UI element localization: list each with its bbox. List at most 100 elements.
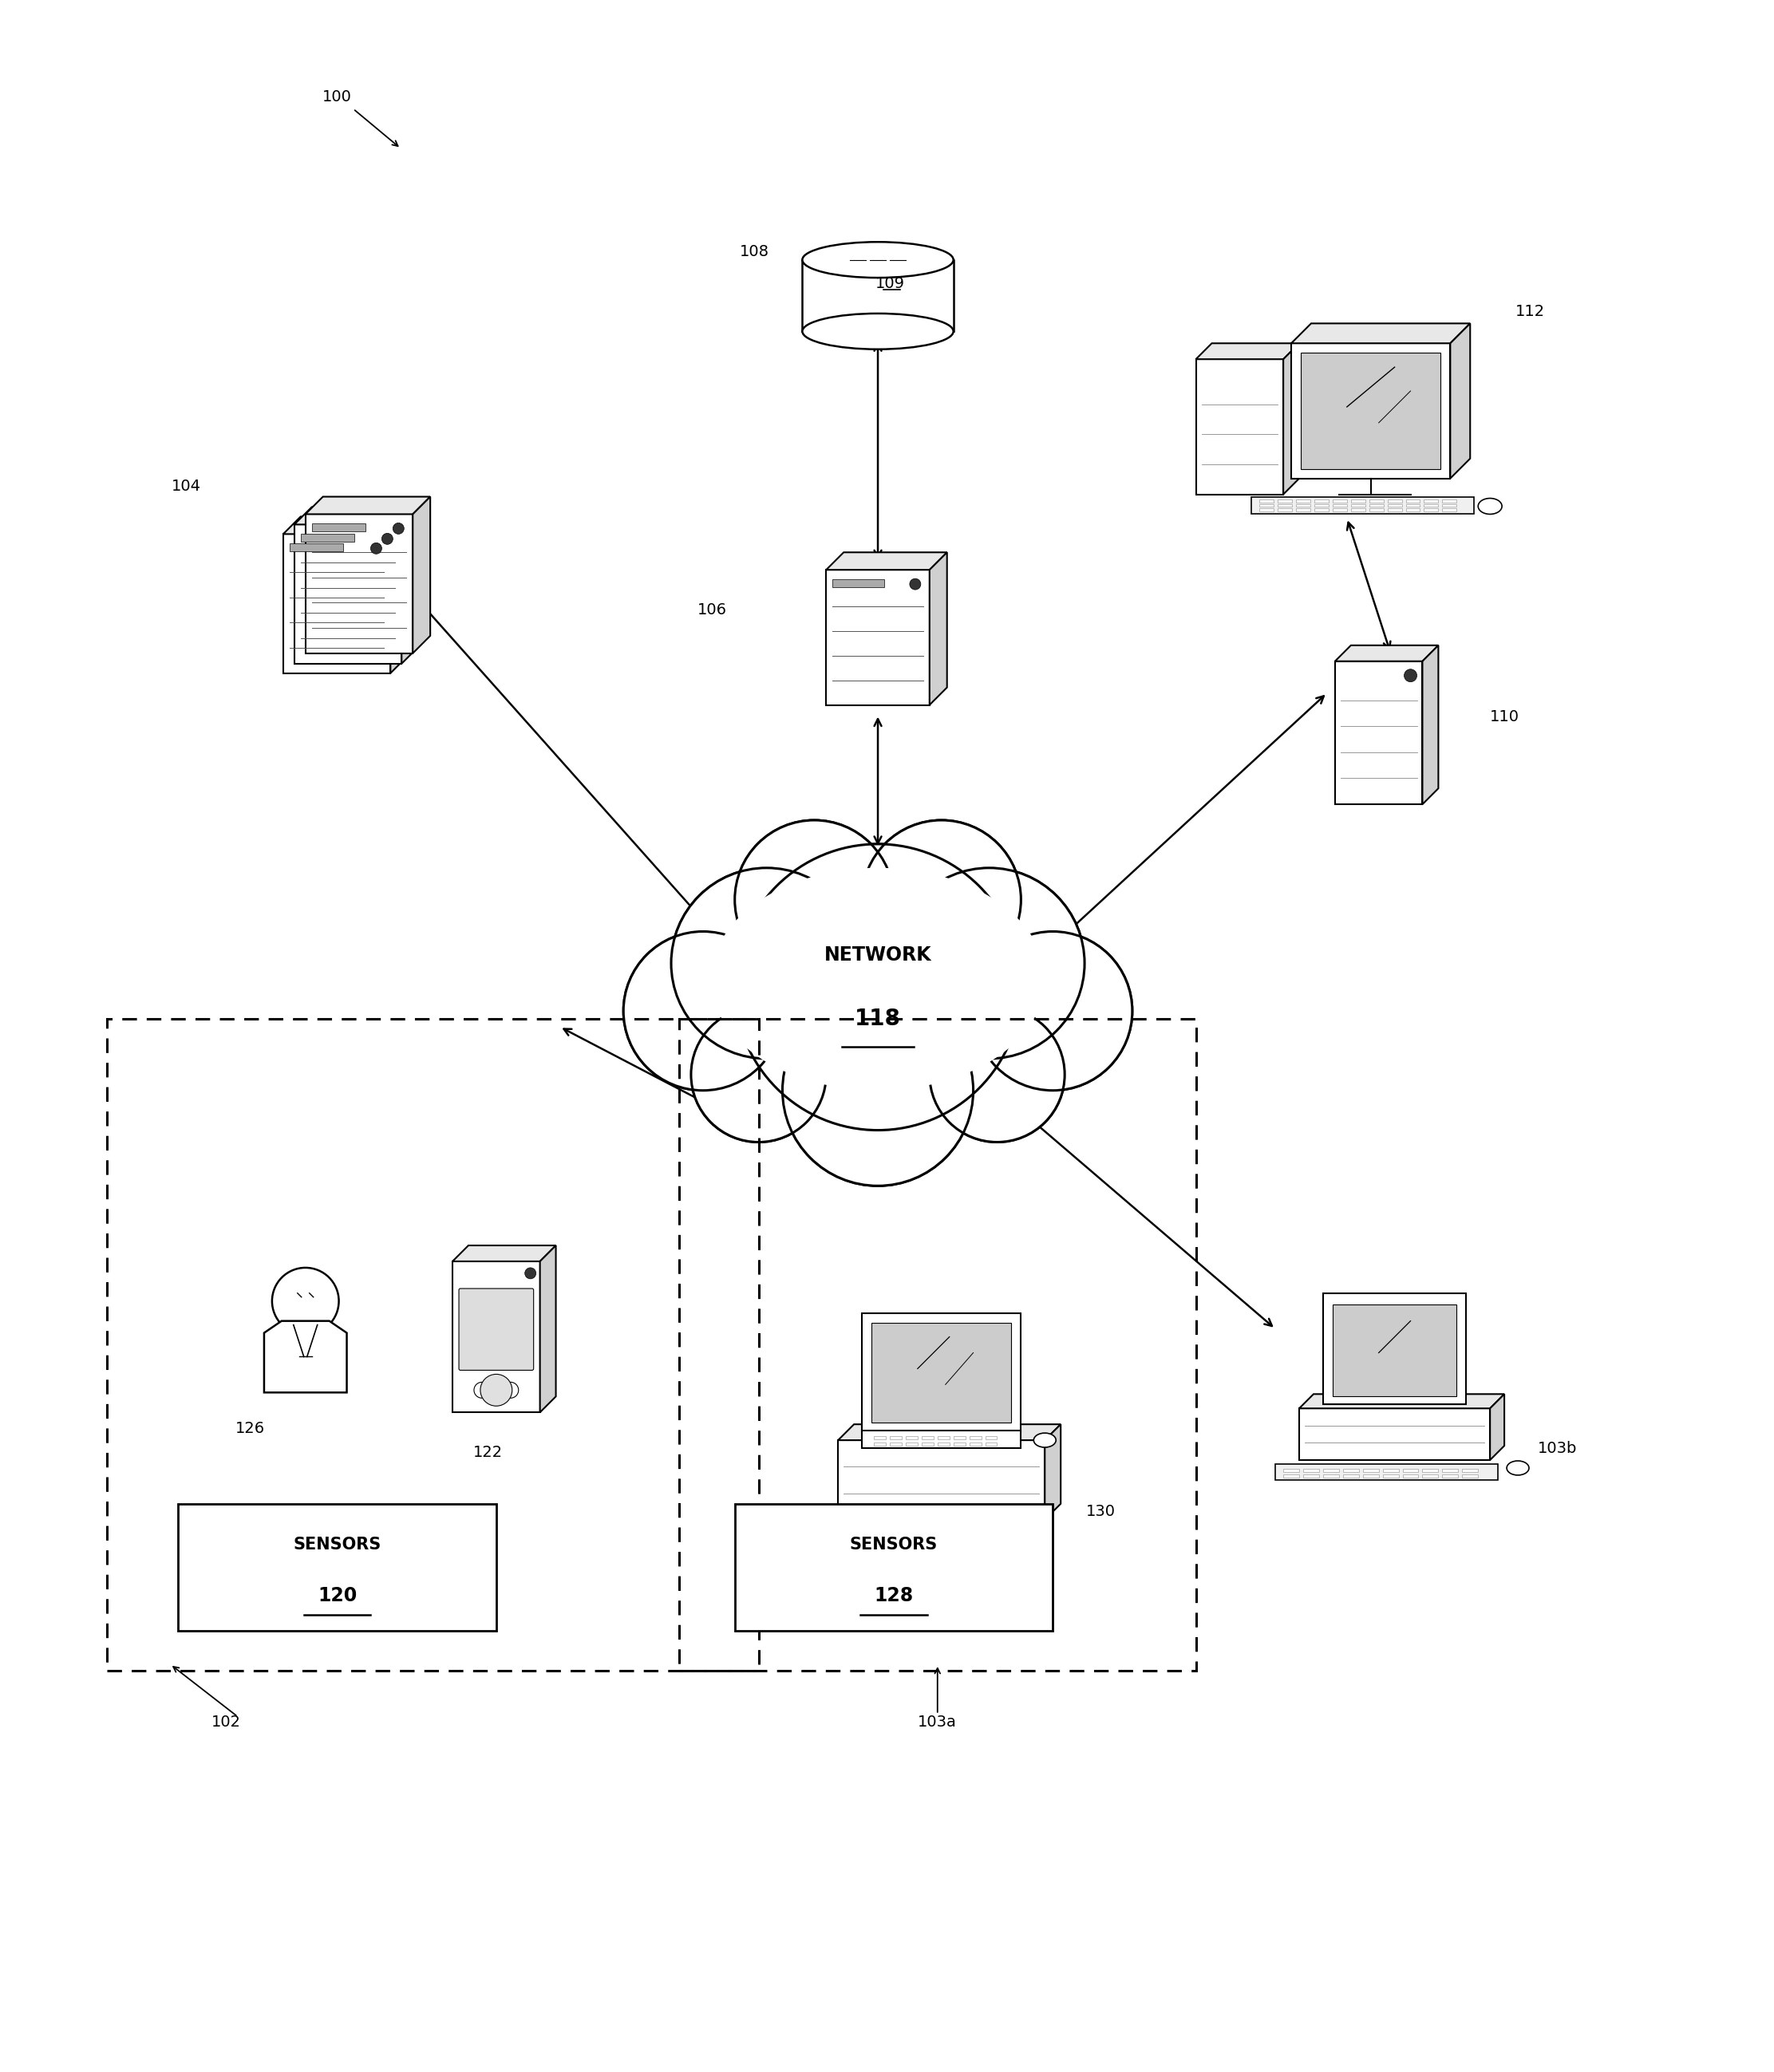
Circle shape: [734, 843, 1022, 1129]
FancyBboxPatch shape: [875, 1442, 885, 1446]
Polygon shape: [390, 516, 408, 673]
FancyBboxPatch shape: [1442, 508, 1456, 512]
Polygon shape: [452, 1245, 555, 1262]
FancyBboxPatch shape: [969, 1442, 981, 1446]
Text: 110: 110: [1490, 709, 1520, 725]
Text: 104: 104: [172, 479, 200, 493]
FancyBboxPatch shape: [891, 1436, 901, 1440]
FancyBboxPatch shape: [827, 570, 930, 704]
FancyBboxPatch shape: [1405, 503, 1419, 508]
Text: 106: 106: [697, 603, 727, 617]
Text: 102: 102: [211, 1716, 241, 1730]
Text: 126: 126: [234, 1421, 264, 1436]
FancyBboxPatch shape: [1442, 1469, 1458, 1471]
FancyBboxPatch shape: [459, 1289, 534, 1370]
FancyBboxPatch shape: [1442, 503, 1456, 508]
FancyBboxPatch shape: [1323, 1469, 1339, 1471]
Ellipse shape: [1478, 497, 1503, 514]
Ellipse shape: [1034, 1434, 1056, 1448]
Polygon shape: [305, 497, 431, 514]
Ellipse shape: [711, 868, 1045, 1090]
FancyBboxPatch shape: [1343, 1469, 1359, 1471]
Circle shape: [271, 1268, 339, 1334]
Circle shape: [734, 821, 894, 980]
Text: 108: 108: [740, 244, 770, 259]
FancyBboxPatch shape: [452, 1262, 539, 1413]
Polygon shape: [284, 516, 408, 535]
FancyBboxPatch shape: [177, 1504, 497, 1631]
FancyBboxPatch shape: [294, 524, 401, 663]
FancyBboxPatch shape: [1277, 508, 1291, 512]
FancyBboxPatch shape: [937, 1436, 949, 1440]
FancyBboxPatch shape: [1403, 1469, 1419, 1471]
FancyBboxPatch shape: [1196, 358, 1283, 495]
Circle shape: [525, 1268, 536, 1278]
Circle shape: [623, 932, 782, 1090]
Circle shape: [894, 868, 1084, 1059]
Polygon shape: [837, 1423, 1061, 1440]
Text: 118: 118: [855, 1007, 901, 1030]
FancyBboxPatch shape: [1442, 1475, 1458, 1477]
Circle shape: [734, 843, 1022, 1129]
Circle shape: [974, 932, 1132, 1090]
Polygon shape: [1490, 1394, 1504, 1461]
Polygon shape: [930, 553, 947, 704]
Circle shape: [692, 1007, 827, 1142]
Text: SENSORS: SENSORS: [293, 1537, 381, 1552]
FancyBboxPatch shape: [1291, 344, 1451, 479]
FancyBboxPatch shape: [1277, 503, 1291, 508]
FancyBboxPatch shape: [1362, 1475, 1378, 1477]
Text: 103a: 103a: [917, 1716, 956, 1730]
Ellipse shape: [802, 242, 953, 278]
Polygon shape: [401, 508, 419, 663]
Circle shape: [1405, 669, 1417, 682]
FancyBboxPatch shape: [1387, 508, 1401, 512]
FancyBboxPatch shape: [1299, 1409, 1490, 1461]
FancyBboxPatch shape: [1350, 499, 1366, 501]
FancyBboxPatch shape: [1300, 352, 1440, 468]
Circle shape: [734, 821, 894, 980]
FancyBboxPatch shape: [1387, 499, 1401, 501]
Circle shape: [392, 522, 404, 535]
FancyBboxPatch shape: [1423, 1469, 1439, 1471]
Polygon shape: [1291, 323, 1471, 344]
FancyBboxPatch shape: [862, 1314, 1022, 1432]
Circle shape: [862, 821, 1022, 980]
FancyBboxPatch shape: [1423, 1475, 1439, 1477]
Circle shape: [381, 533, 392, 545]
FancyBboxPatch shape: [862, 1430, 1022, 1448]
FancyBboxPatch shape: [1382, 1469, 1398, 1471]
FancyBboxPatch shape: [921, 1442, 933, 1446]
Circle shape: [502, 1382, 518, 1399]
Text: 130: 130: [1086, 1504, 1116, 1519]
FancyBboxPatch shape: [953, 1442, 965, 1446]
FancyBboxPatch shape: [1323, 1475, 1339, 1477]
FancyBboxPatch shape: [802, 259, 953, 332]
FancyBboxPatch shape: [921, 1436, 933, 1440]
FancyBboxPatch shape: [734, 1504, 1052, 1631]
Circle shape: [782, 995, 974, 1185]
Circle shape: [910, 578, 921, 591]
FancyBboxPatch shape: [1442, 499, 1456, 501]
FancyBboxPatch shape: [875, 1436, 885, 1440]
FancyBboxPatch shape: [837, 1440, 1045, 1519]
FancyBboxPatch shape: [1343, 1475, 1359, 1477]
FancyBboxPatch shape: [1297, 508, 1311, 512]
Circle shape: [371, 543, 381, 553]
FancyBboxPatch shape: [937, 1442, 949, 1446]
Ellipse shape: [695, 852, 1061, 1106]
FancyBboxPatch shape: [1370, 508, 1384, 512]
FancyBboxPatch shape: [1332, 1303, 1456, 1397]
FancyBboxPatch shape: [1283, 1475, 1299, 1477]
Polygon shape: [1196, 344, 1299, 358]
Text: 103b: 103b: [1538, 1440, 1577, 1457]
FancyBboxPatch shape: [1283, 1469, 1299, 1471]
FancyBboxPatch shape: [1332, 503, 1346, 508]
FancyBboxPatch shape: [1462, 1475, 1478, 1477]
FancyBboxPatch shape: [1403, 1475, 1419, 1477]
FancyBboxPatch shape: [1382, 1475, 1398, 1477]
FancyBboxPatch shape: [1276, 1465, 1497, 1479]
Circle shape: [671, 868, 862, 1059]
FancyBboxPatch shape: [1462, 1469, 1478, 1471]
FancyBboxPatch shape: [969, 1436, 981, 1440]
